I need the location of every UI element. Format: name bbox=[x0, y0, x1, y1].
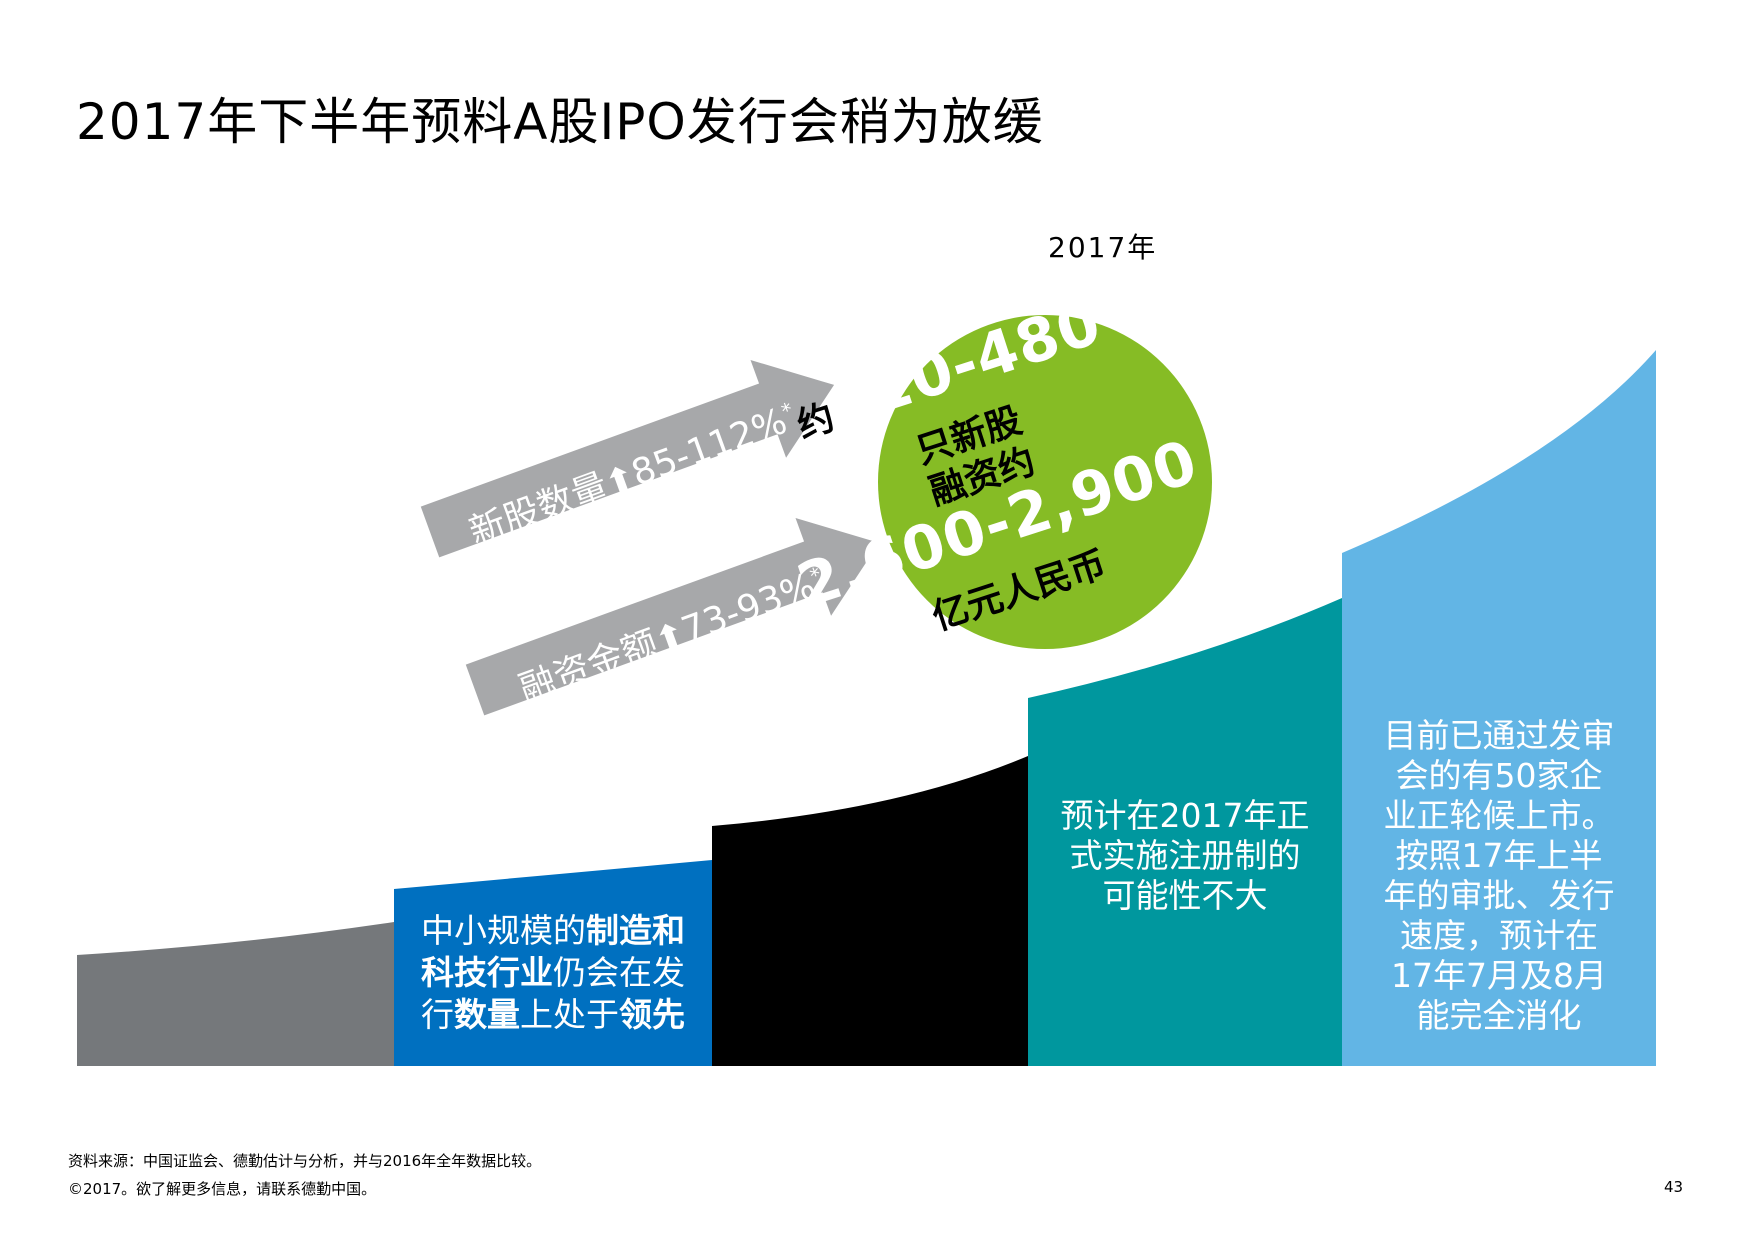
segment-blue bbox=[394, 860, 712, 1066]
blue-text-4: 仍会在发 bbox=[553, 953, 685, 992]
arrow-shape-new-shares bbox=[420, 360, 835, 558]
segment-light-blue bbox=[1342, 350, 1656, 1066]
panel-text-light-blue: 目前已通过发审 会的有50家企 业正轮候上市。 按照17年上半 年的审批、发行 … bbox=[1348, 716, 1650, 1036]
arrow-shape-financing bbox=[465, 518, 880, 716]
blue-text-3: 科技行业 bbox=[421, 953, 553, 992]
source-footnote: 资料来源：中国证监会、德勤估计与分析，并与2016年全年数据比较。 bbox=[68, 1152, 542, 1170]
light-blue-line: 目前已通过发审 bbox=[1383, 716, 1615, 755]
light-blue-line: 年的审批、发行 bbox=[1383, 876, 1615, 915]
blue-text-7: 上处于 bbox=[520, 995, 619, 1034]
light-blue-line: 会的有50家企 bbox=[1395, 756, 1603, 795]
blue-text-5: 行 bbox=[421, 995, 454, 1034]
page-number: 43 bbox=[1664, 1178, 1684, 1196]
copyright: ©2017。欲了解更多信息，请联系德勤中国。 bbox=[68, 1180, 377, 1198]
light-blue-line: 能完全消化 bbox=[1416, 996, 1582, 1035]
panel-text-teal: 预计在2017年正 式实施注册制的 可能性不大 bbox=[1034, 796, 1336, 916]
blue-text-1: 中小规模的 bbox=[421, 911, 586, 950]
forecast-circle bbox=[878, 315, 1212, 649]
year-label: 2017年 bbox=[1048, 231, 1158, 264]
panel-text-blue: 中小规模的制造和 科技行业仍会在发 行数量上处于领先 bbox=[400, 910, 706, 1036]
segment-teal bbox=[1028, 598, 1342, 1066]
teal-line: 预计在2017年正 bbox=[1060, 796, 1310, 835]
blue-text-8: 领先 bbox=[619, 995, 685, 1034]
blue-text-6: 数量 bbox=[454, 995, 520, 1034]
light-blue-line: 速度，预计在 bbox=[1400, 916, 1598, 955]
light-blue-line: 17年7月及8月 bbox=[1391, 956, 1607, 995]
segment-black bbox=[712, 756, 1028, 1066]
blue-text-2: 制造和 bbox=[586, 911, 685, 950]
teal-line: 可能性不大 bbox=[1102, 876, 1268, 915]
light-blue-line: 按照17年上半 bbox=[1395, 836, 1603, 875]
light-blue-line: 业正轮候上市。 bbox=[1383, 796, 1615, 835]
segment-gray bbox=[77, 922, 394, 1066]
page-title: 2017年下半年预料A股IPO发行会稍为放缓 bbox=[76, 93, 1044, 151]
teal-line: 式实施注册制的 bbox=[1069, 836, 1301, 875]
